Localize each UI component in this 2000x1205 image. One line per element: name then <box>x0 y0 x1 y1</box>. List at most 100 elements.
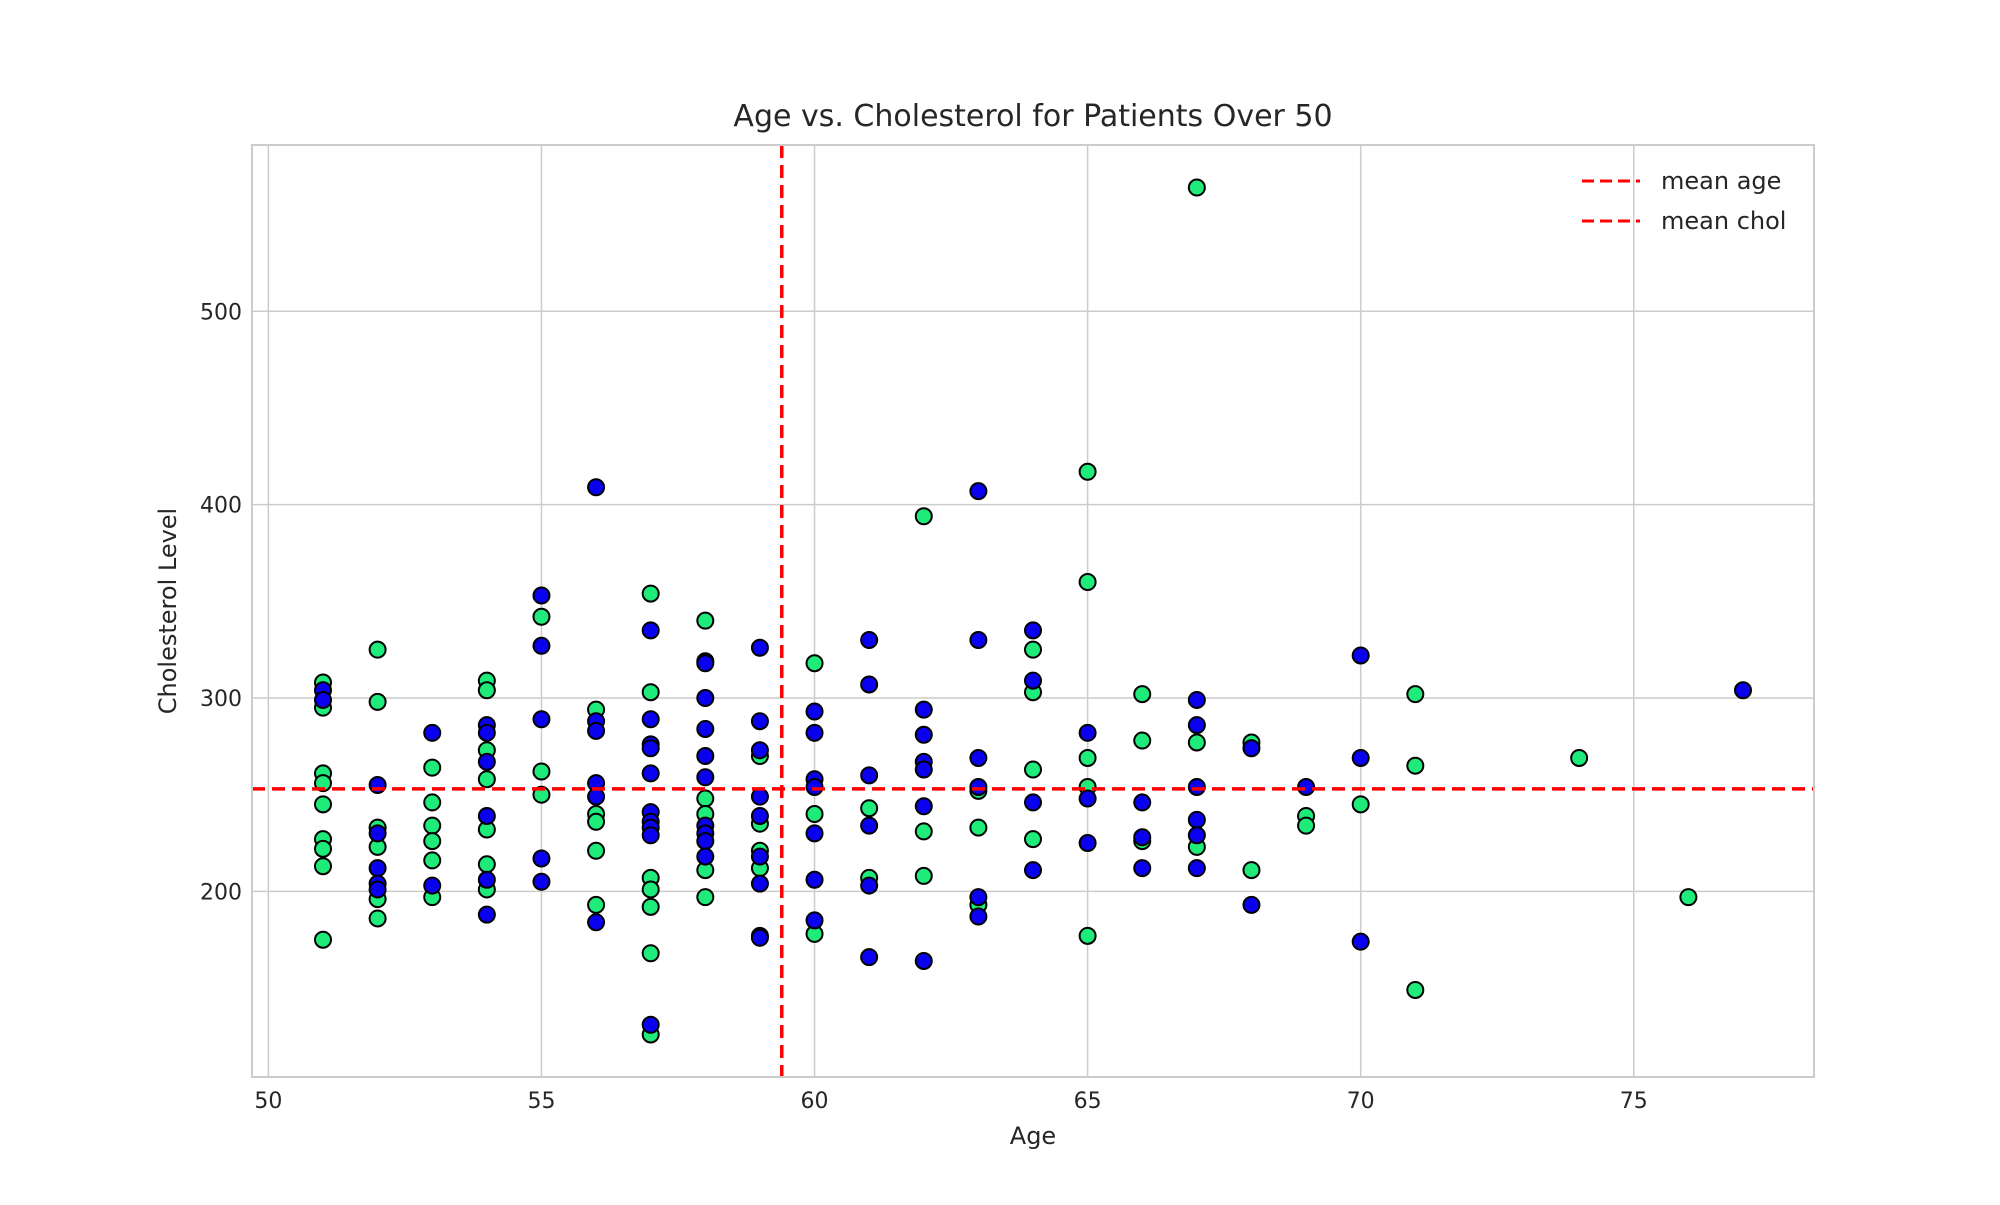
scatter-point-blue <box>750 806 769 825</box>
scatter-point-blue <box>696 768 715 787</box>
scatter-point-blue <box>750 928 769 947</box>
scatter-point-blue <box>1351 932 1370 951</box>
scatter-point-blue <box>1078 834 1097 853</box>
scatter-point-green <box>1187 733 1206 752</box>
scatter-point-blue <box>969 631 988 650</box>
scatter-point-blue <box>914 760 933 779</box>
y-tick-label: 400 <box>200 494 242 519</box>
scatter-point-blue <box>1242 739 1261 758</box>
scatter-point-blue <box>477 752 496 771</box>
scatter-point-green <box>914 507 933 526</box>
scatter-point-blue <box>805 911 824 930</box>
tick-labels-layer: 50 55 60 65 70 75 200 300 400 500 <box>200 300 1648 1114</box>
scatter-point-blue <box>532 872 551 891</box>
scatter-point-green <box>477 681 496 700</box>
scatter-point-blue <box>696 689 715 708</box>
scatter-point-green <box>1133 731 1152 750</box>
x-axis-label: Age <box>1010 1122 1056 1150</box>
scatter-point-blue <box>696 654 715 673</box>
scatter-point-blue <box>1734 681 1752 700</box>
scatter-point-blue <box>860 816 879 835</box>
scatter-point-green <box>314 839 332 858</box>
scatter-point-blue <box>477 905 496 924</box>
scatter-point-green <box>641 897 660 916</box>
scatter-point-blue <box>1024 671 1042 690</box>
scatter-point-blue <box>641 764 660 783</box>
scatter-point-blue <box>314 690 332 709</box>
scatter-point-green <box>532 762 551 781</box>
x-tick-label: 55 <box>527 1089 555 1114</box>
scatter-point-blue <box>423 723 442 742</box>
scatter-point-green <box>1078 572 1097 591</box>
scatter-point-green <box>314 795 332 814</box>
scatter-point-blue <box>641 826 660 845</box>
scatter-point-blue <box>914 797 933 816</box>
scatter-point-blue <box>477 806 496 825</box>
scatter-point-blue <box>532 849 551 868</box>
scatter-point-blue <box>641 1015 660 1034</box>
scatter-point-blue <box>969 482 988 501</box>
scatter-point-blue <box>805 702 824 721</box>
scatter-point-green <box>477 855 496 874</box>
scatter-point-blue <box>641 621 660 640</box>
scatter-point-green <box>423 758 442 777</box>
scatter-point-blue <box>1351 748 1370 767</box>
scatter-point-green <box>423 832 442 851</box>
scatter-point-green <box>1024 830 1042 849</box>
scatter-point-blue <box>1187 716 1206 735</box>
scatter-point-green <box>1351 795 1370 814</box>
scatter-point-green <box>641 584 660 603</box>
scatter-point-blue <box>532 710 551 729</box>
scatter-point-blue <box>532 636 551 655</box>
scatter-point-green <box>423 793 442 812</box>
scatter-point-green <box>1570 748 1589 767</box>
scatter-point-blue <box>750 638 769 657</box>
scatter-point-green <box>1024 640 1042 659</box>
y-tick-label: 300 <box>200 687 242 712</box>
scatter-point-blue <box>368 824 387 843</box>
scatter-point-blue <box>1242 895 1261 914</box>
legend: mean age mean chol <box>1582 167 1786 235</box>
scatter-point-green <box>1078 462 1097 481</box>
scatter-point-blue <box>696 747 715 766</box>
scatter-point-blue <box>1187 690 1206 709</box>
scatter-point-blue <box>1187 777 1206 796</box>
scatter-point-blue <box>1078 789 1097 808</box>
scatter-point-green <box>1078 926 1097 945</box>
scatter-point-green <box>696 611 715 630</box>
scatter-point-green <box>477 770 496 789</box>
legend-label-mean-chol: mean chol <box>1661 207 1786 235</box>
scatter-point-blue <box>587 721 606 740</box>
scatter-point-blue <box>914 951 933 970</box>
scatter-point-blue <box>1078 723 1097 742</box>
scatter-point-blue <box>969 777 988 796</box>
points-layer <box>314 178 1752 1044</box>
scatter-point-green <box>696 888 715 907</box>
scatter-point-blue <box>641 739 660 758</box>
scatter-point-blue <box>969 907 988 926</box>
scatter-point-blue <box>1187 859 1206 878</box>
scatter-point-blue <box>1351 646 1370 665</box>
scatter-point-blue <box>1133 828 1152 847</box>
scatter-point-blue <box>423 876 442 895</box>
scatter-point-blue <box>532 586 551 605</box>
scatter-point-blue <box>805 723 824 742</box>
scatter-point-green <box>805 654 824 673</box>
scatter-point-green <box>314 857 332 876</box>
scatter-point-blue <box>641 710 660 729</box>
scatter-point-blue <box>969 888 988 907</box>
scatter-point-green <box>1406 685 1425 704</box>
scatter-point-blue <box>969 748 988 767</box>
scatter-point-green <box>587 895 606 914</box>
scatter-point-green <box>805 805 824 824</box>
grid-layer <box>252 145 1814 1077</box>
scatter-point-blue <box>750 741 769 760</box>
scatter-point-blue <box>1133 793 1152 812</box>
scatter-point-green <box>314 774 332 793</box>
scatter-point-blue <box>1024 793 1042 812</box>
scatter-point-blue <box>587 478 606 497</box>
scatter-point-green <box>532 607 551 626</box>
scatter-point-blue <box>368 859 387 878</box>
scatter-point-blue <box>750 874 769 893</box>
